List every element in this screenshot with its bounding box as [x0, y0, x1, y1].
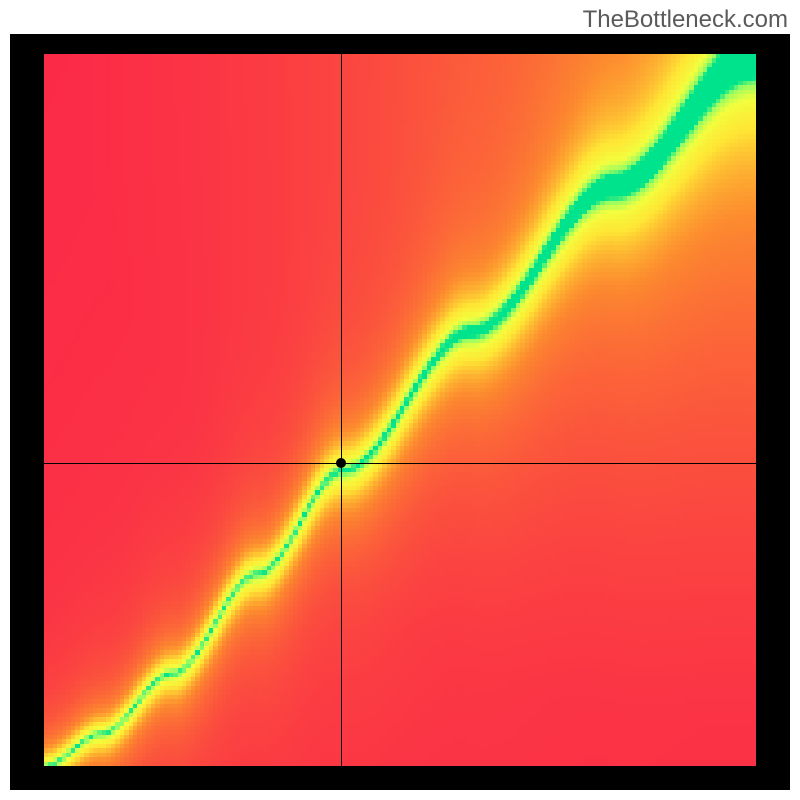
plot-area	[44, 54, 756, 766]
watermark-text: TheBottleneck.com	[583, 6, 788, 34]
crosshair-vertical	[341, 54, 342, 766]
crosshair-horizontal	[44, 463, 756, 464]
heatmap-canvas	[44, 54, 756, 766]
plot-frame	[10, 34, 790, 790]
crosshair-marker	[336, 458, 346, 468]
